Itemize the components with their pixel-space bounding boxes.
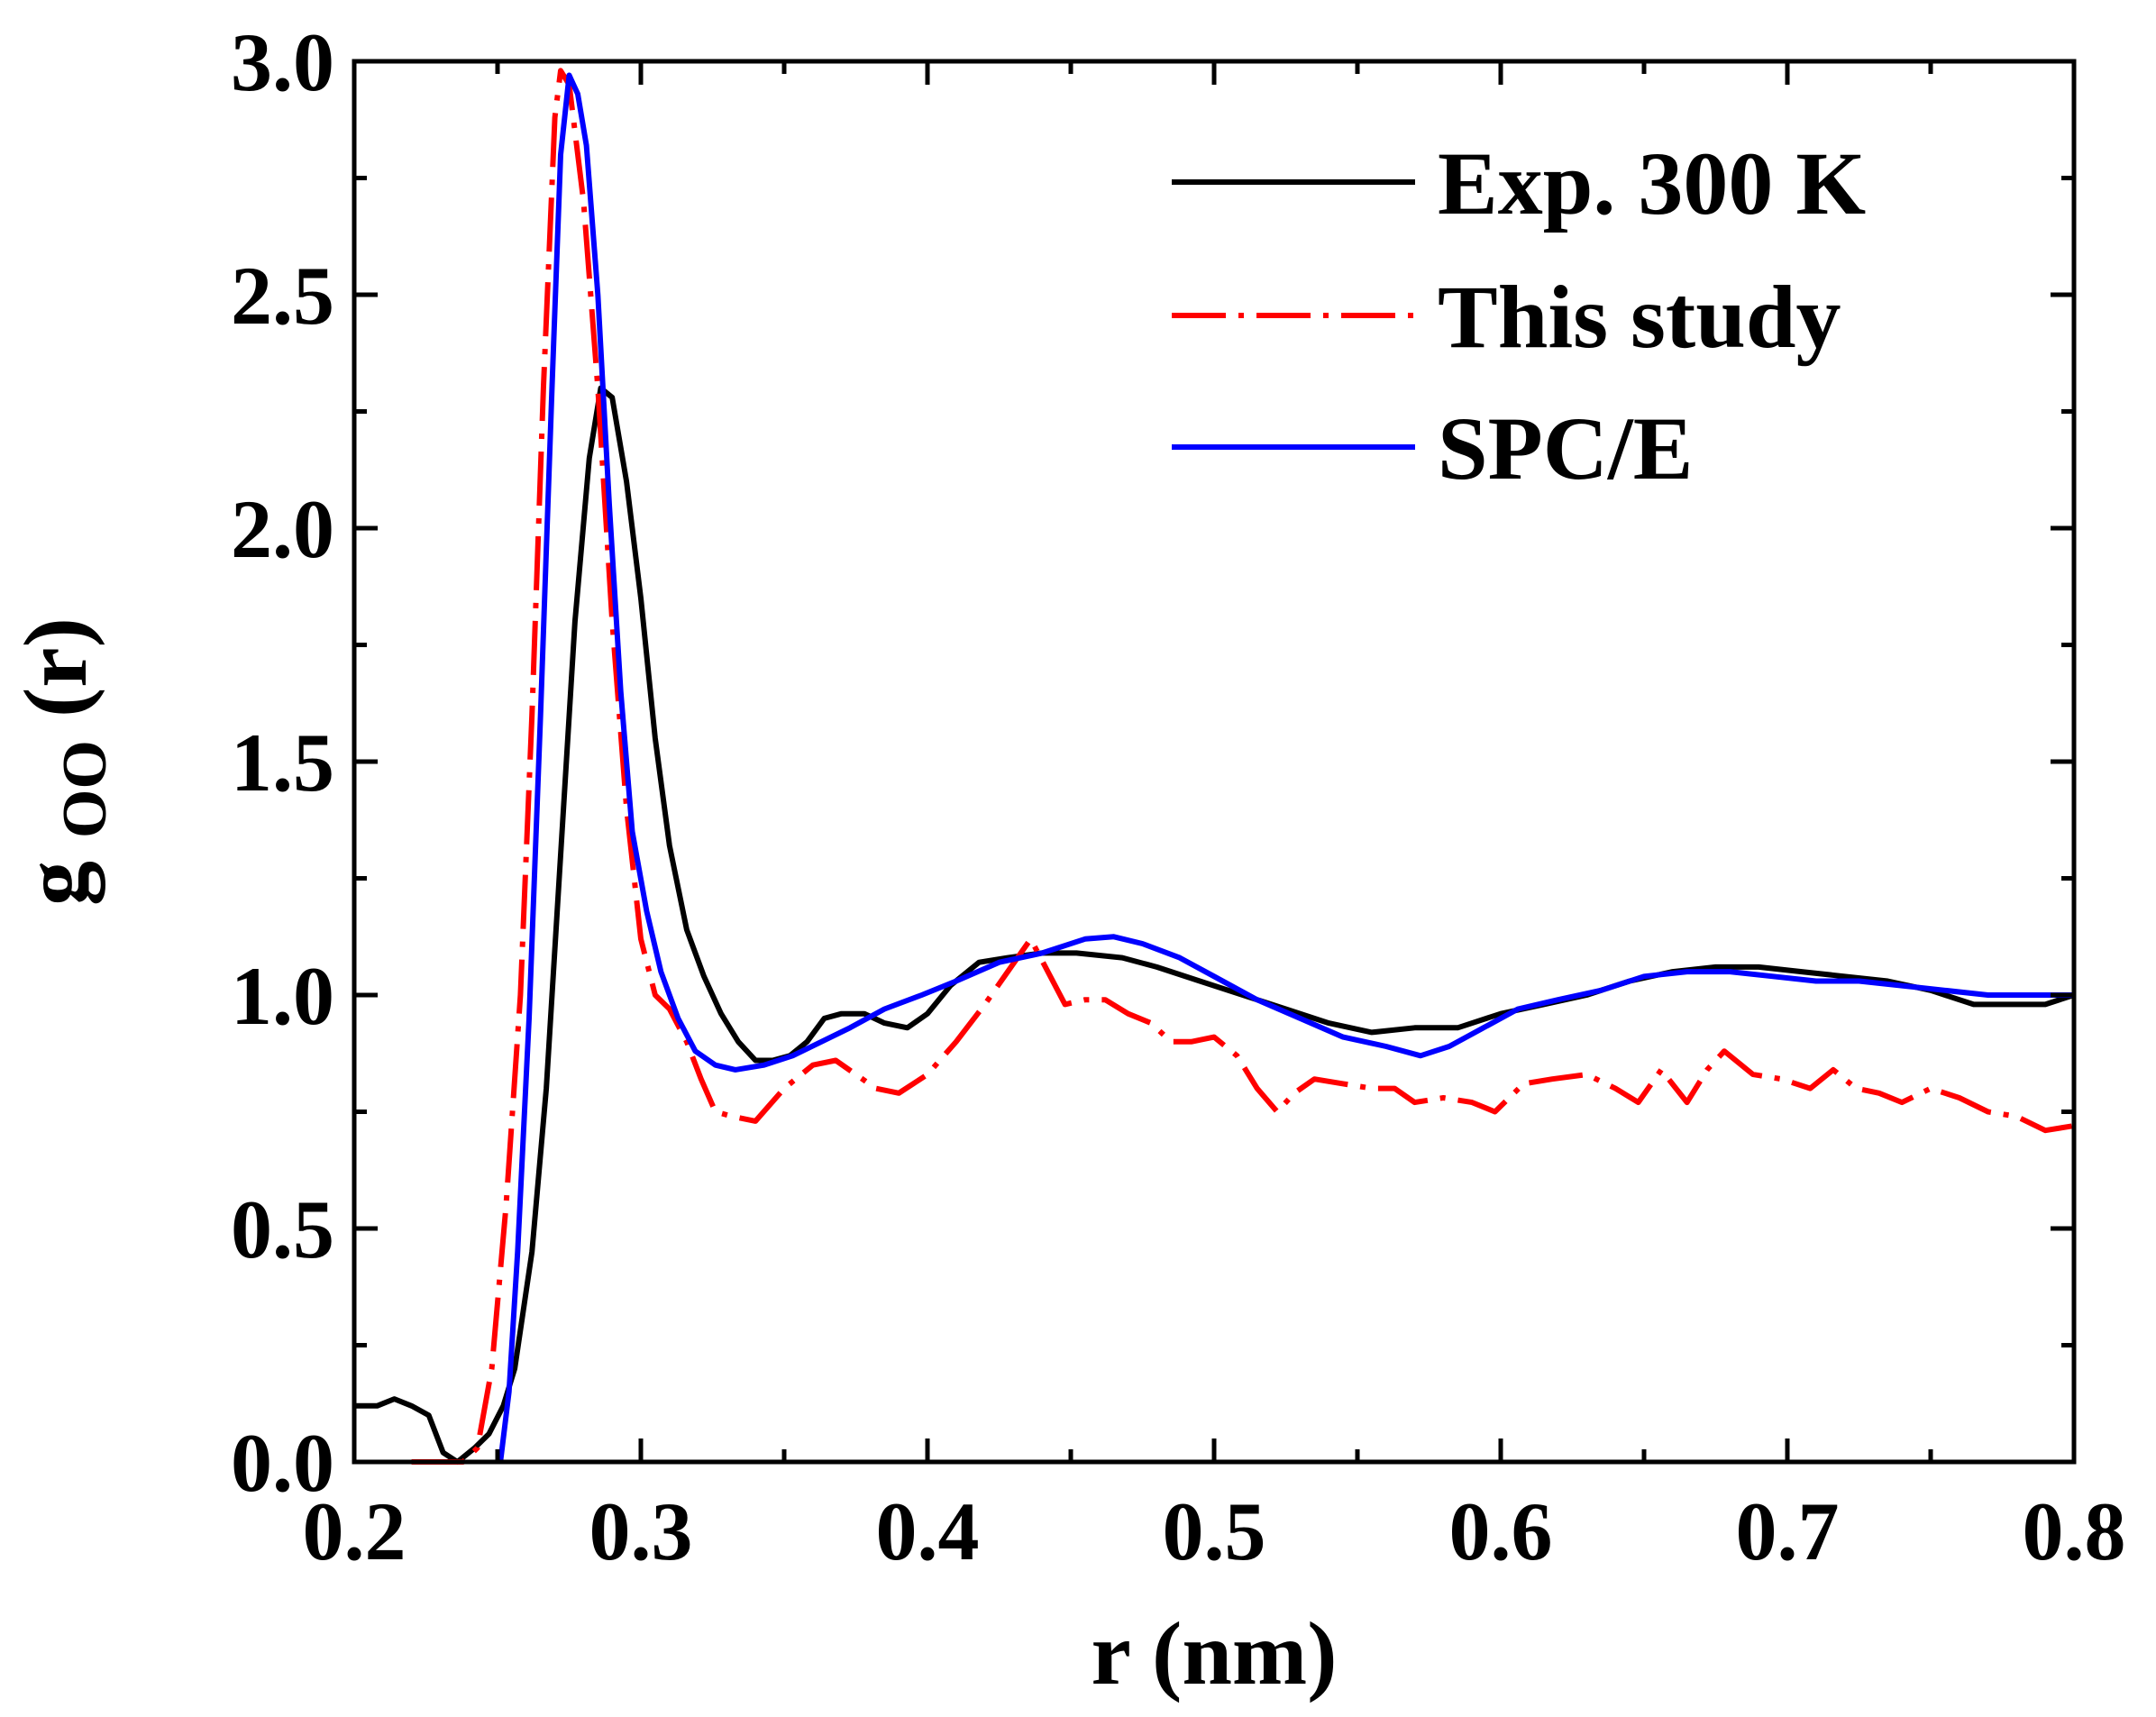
series-layer	[354, 68, 2075, 1465]
series-line-2	[498, 72, 2074, 1463]
legend-label-1: This study	[1438, 267, 1841, 367]
y-tick-label: 2.5	[231, 250, 334, 342]
x-tick-label: 0.6	[1449, 1485, 1553, 1577]
y-tick-label: 0.5	[231, 1183, 334, 1275]
y-tick-label: 2.0	[231, 483, 334, 575]
y-axis-title-subscript: OO	[50, 740, 120, 838]
y-tick-label: 0.0	[231, 1417, 334, 1509]
legend-label-2: SPC/E	[1438, 398, 1693, 498]
x-tick-label: 0.2	[303, 1485, 407, 1577]
y-axis-title-suffix: (r)	[5, 617, 105, 717]
y-tick-label: 1.0	[231, 950, 334, 1042]
x-axis-title: r (nm)	[1091, 1603, 1337, 1703]
x-tick-label: 0.3	[589, 1485, 693, 1577]
legend-label-0: Exp. 300 K	[1438, 133, 1866, 233]
x-tick-label: 0.8	[2023, 1485, 2126, 1577]
x-tick-label: 0.4	[876, 1485, 980, 1577]
series-line-1	[411, 68, 2075, 1465]
y-axis-title-main: g	[5, 861, 105, 906]
y-axis-title: g OO (r)	[5, 617, 125, 906]
x-tick-label: 0.7	[1736, 1485, 1840, 1577]
y-tick-label: 1.5	[231, 717, 334, 808]
axis-ticks	[352, 59, 2077, 1465]
y-tick-label: 3.0	[231, 16, 334, 108]
x-tick-label: 0.5	[1163, 1485, 1266, 1577]
legend: Exp. 300 K This study SPC/E	[1172, 133, 1866, 498]
tick-labels: 0.2 0.3 0.4 0.5 0.6 0.7 0.8 0.0 0.5 1.0 1.5 2.0 2.5 3…	[231, 16, 2126, 1577]
